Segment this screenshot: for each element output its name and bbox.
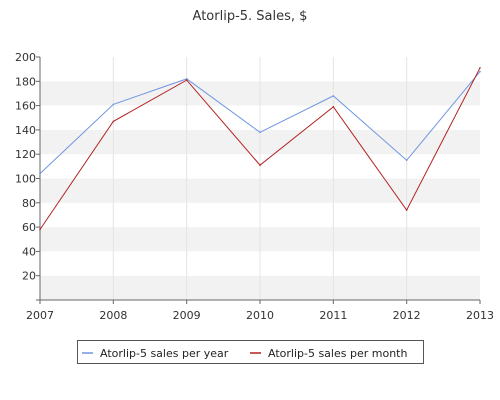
data-point <box>479 70 481 73</box>
legend-box <box>77 340 424 364</box>
data-point <box>112 103 115 106</box>
data-point <box>332 95 335 97</box>
grid-bands <box>40 57 480 300</box>
y-tick-label: 40 <box>22 245 36 258</box>
y-tick-label: 80 <box>22 197 36 210</box>
data-point <box>112 120 115 123</box>
legend: Atorlip-5 sales per year Atorlip-5 sales … <box>77 340 424 364</box>
y-tick-label: 180 <box>15 75 36 88</box>
x-tick-label: 2012 <box>393 309 421 322</box>
x-tick-label: 2013 <box>466 309 494 322</box>
legend-label: Atorlip-5 sales per month <box>268 347 407 360</box>
data-point <box>185 78 188 80</box>
y-tick-label: 160 <box>15 100 36 113</box>
data-point <box>479 67 481 69</box>
x-tick-label: 2008 <box>99 309 127 322</box>
data-point <box>39 172 41 175</box>
y-tick-label: 120 <box>15 148 36 161</box>
y-tick-label: 200 <box>15 51 36 64</box>
y-tick-label: 20 <box>22 270 36 283</box>
x-tick-label: 2009 <box>173 309 201 322</box>
y-tick-label: 60 <box>22 221 36 234</box>
y-tick-label: 140 <box>15 124 36 137</box>
data-point <box>185 79 188 81</box>
x-tick-label: 2010 <box>246 309 274 322</box>
y-axis: 20 40 60 80 100 120 140 160 180 200 <box>15 51 41 301</box>
y-tick-label: 100 <box>15 173 36 186</box>
data-point <box>405 209 408 211</box>
data-point <box>259 131 261 134</box>
data-point <box>39 228 41 231</box>
x-tick-label: 2007 <box>26 309 54 322</box>
chart-title: Atorlip-5. Sales, $ <box>193 9 308 24</box>
data-point <box>405 159 408 162</box>
x-tick-label: 2011 <box>319 309 347 322</box>
x-axis: 2007 2008 2009 2010 2011 2012 2013 <box>26 299 494 322</box>
series-layer <box>39 67 481 231</box>
legend-label: Atorlip-5 sales per year <box>100 347 229 360</box>
data-point <box>259 164 261 166</box>
data-point <box>332 106 335 108</box>
